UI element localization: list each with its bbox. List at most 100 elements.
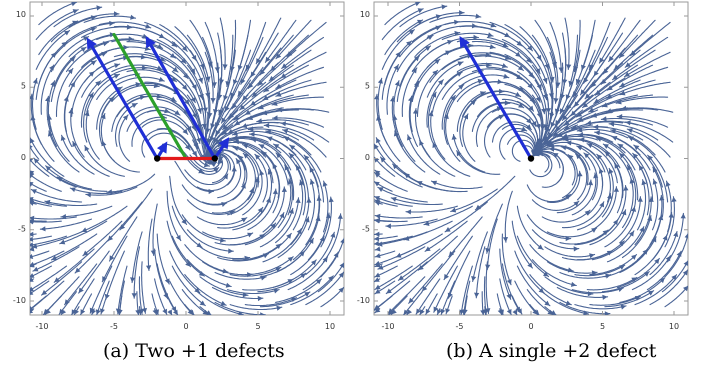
streamline — [156, 38, 196, 75]
streamline — [456, 38, 509, 48]
streamline-arrowhead — [375, 253, 381, 259]
streamline-arrowhead — [115, 308, 121, 314]
streamline-arrowhead — [479, 91, 486, 97]
streamline-arrowhead — [408, 297, 414, 304]
streamline-arrowhead — [542, 77, 548, 84]
streamline — [519, 56, 548, 101]
streamline-arrowhead — [475, 13, 481, 19]
streamline — [600, 117, 654, 126]
streamline — [171, 71, 202, 114]
streamline — [322, 180, 329, 233]
streamline-arrowhead — [210, 123, 216, 129]
streamline-arrowhead — [515, 51, 521, 57]
streamline-arrowhead — [459, 309, 465, 315]
streamline-arrowhead — [432, 142, 438, 148]
streamline-arrowhead — [562, 79, 568, 85]
streamline — [226, 34, 234, 88]
panel-b-ytick-label: 10 — [360, 10, 370, 19]
streamline — [419, 139, 456, 177]
streamline-arrowhead — [234, 120, 241, 126]
streamline-arrowhead — [208, 188, 214, 195]
streamline — [129, 26, 178, 48]
streamline-arrowhead — [573, 91, 578, 97]
streamline — [129, 55, 179, 73]
streamline — [181, 289, 209, 315]
streamline — [606, 184, 627, 233]
streamline — [582, 77, 626, 109]
streamline — [86, 73, 121, 113]
streamline-arrowhead — [119, 224, 126, 230]
streamline — [649, 230, 678, 276]
streamline-arrowhead — [215, 129, 221, 136]
streamline-arrowhead — [230, 92, 236, 99]
streamline-arrowhead — [40, 226, 46, 232]
streamline — [618, 152, 639, 201]
streamline — [375, 137, 411, 177]
streamline — [229, 304, 283, 311]
streamline-arrowhead — [517, 65, 524, 71]
streamline — [30, 265, 68, 292]
streamline-arrowhead — [392, 164, 398, 170]
streamline-arrowhead — [595, 90, 601, 96]
streamline-arrowhead — [608, 168, 614, 174]
streamline-arrowhead — [377, 187, 384, 192]
streamline — [526, 184, 571, 203]
streamline — [531, 259, 577, 287]
streamline — [307, 212, 330, 261]
streamline — [586, 143, 618, 184]
panel-a-xtick-label: -10 — [35, 322, 48, 331]
streamline-arrowhead — [30, 137, 35, 144]
streamline — [30, 173, 62, 192]
streamline-arrowhead — [591, 112, 598, 118]
streamline-arrowhead — [283, 136, 290, 142]
streamline — [486, 218, 498, 271]
streamline-arrowhead — [583, 153, 590, 159]
streamline-arrowhead — [443, 113, 449, 120]
streamline-arrowhead — [424, 46, 431, 51]
streamline-arrowhead — [501, 63, 508, 68]
streamline-arrowhead — [30, 158, 34, 163]
streamline-arrowhead — [330, 232, 336, 238]
streamline-arrowhead — [265, 129, 272, 135]
streamline-arrowhead — [417, 181, 423, 186]
streamline-arrowhead — [440, 308, 446, 315]
streamline-arrowhead — [221, 129, 228, 135]
streamline — [220, 79, 252, 124]
streamline-arrowhead — [573, 201, 579, 207]
streamline-arrowhead — [30, 286, 34, 292]
streamline — [186, 64, 207, 114]
streamline — [239, 77, 282, 111]
streamline — [571, 172, 597, 216]
streamline-arrowhead — [477, 78, 484, 84]
streamline — [386, 64, 399, 115]
streamline — [159, 53, 197, 91]
streamline — [501, 233, 512, 286]
streamline-arrowhead — [425, 308, 431, 315]
streamline-arrowhead — [64, 299, 70, 305]
streamline — [616, 116, 669, 128]
streamline — [561, 133, 614, 143]
streamline — [475, 107, 503, 147]
streamline-arrowhead — [144, 45, 151, 51]
streamline-arrowhead — [593, 98, 600, 104]
streamline-arrowhead — [102, 276, 107, 282]
streamline-arrowhead — [577, 127, 583, 133]
streamline-arrowhead — [582, 102, 589, 108]
streamline-arrowhead — [641, 179, 647, 186]
streamline — [441, 84, 465, 130]
streamline-arrowhead — [225, 106, 230, 112]
streamline — [501, 38, 541, 75]
streamline — [181, 184, 228, 206]
streamline — [101, 140, 141, 173]
streamline — [48, 130, 80, 173]
panel-b-ytick-label: -10 — [357, 296, 370, 305]
streamline-arrowhead — [471, 276, 477, 282]
streamline-arrowhead — [377, 264, 384, 270]
streamline-arrowhead — [547, 131, 553, 138]
streamline-arrowhead — [67, 68, 73, 75]
streamline-arrowhead — [241, 123, 248, 129]
streamline — [608, 19, 641, 63]
streamline — [374, 215, 423, 219]
streamline — [30, 146, 40, 160]
streamline — [556, 286, 609, 298]
